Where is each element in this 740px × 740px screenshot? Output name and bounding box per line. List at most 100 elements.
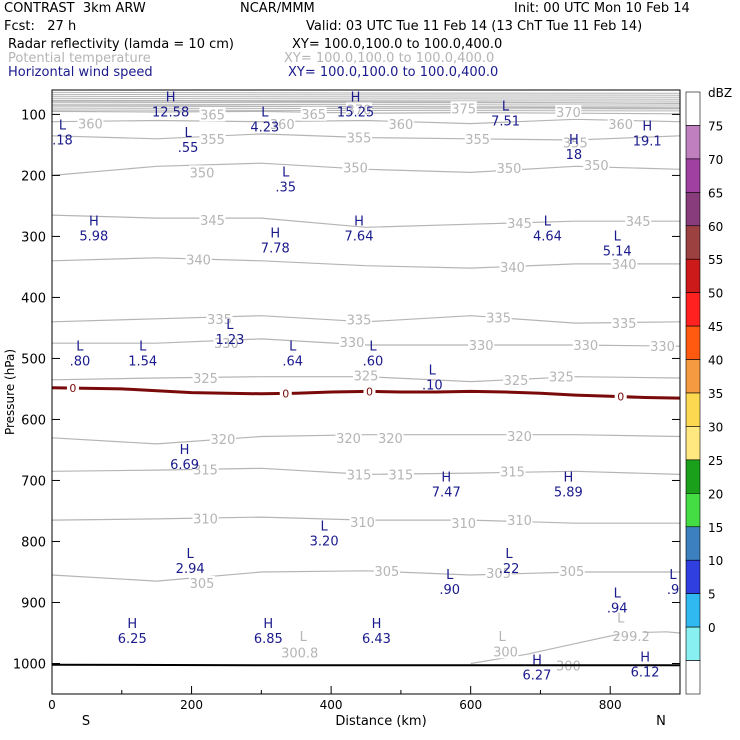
colorbar-swatch xyxy=(685,325,701,360)
wind-min-marker: L xyxy=(261,106,269,121)
x-tick-label: 800 xyxy=(599,698,622,712)
isentrope-label-bg xyxy=(192,511,219,526)
colorbar-level-label: 20 xyxy=(708,487,723,501)
wind-max-marker: H xyxy=(642,120,652,135)
isentrope-label-bg xyxy=(339,334,366,349)
colorbar-level-label: 10 xyxy=(708,554,723,568)
wind-value-label: 6.43 xyxy=(362,632,391,647)
isentrope-label-bg xyxy=(269,117,296,132)
isentrope-label: 310 xyxy=(350,516,375,531)
wind-min-marker: L xyxy=(187,547,195,562)
colorbar-swatch xyxy=(685,192,701,227)
isentrope-label-bg xyxy=(335,430,362,445)
wind-min-marker: L xyxy=(321,519,329,534)
y-tick-label: 500 xyxy=(21,352,46,367)
wind-min-marker: L xyxy=(614,586,622,601)
isentrope-340 xyxy=(52,257,680,269)
isentrope-label-bg xyxy=(286,645,313,660)
isentrope-label-bg xyxy=(185,252,212,267)
isentrope-label: 345 xyxy=(200,214,225,229)
plot-content: 360 365 360 365 370 360 375 370 360 355 355 355 355 3… xyxy=(52,90,680,684)
wind-value-label: .94 xyxy=(607,601,628,616)
isentrope-label-bg xyxy=(192,370,219,385)
colorbar-unit: dBZ xyxy=(708,86,732,100)
colorbar-level-label: 25 xyxy=(708,454,723,468)
isentrope-label-bg xyxy=(213,336,240,351)
isentrope-label-bg xyxy=(199,107,226,122)
isentrope-label: 375 xyxy=(451,102,476,117)
isentrope-label-bg xyxy=(618,629,645,644)
isentrope-label-bg xyxy=(558,563,585,578)
colorbar-swatch xyxy=(685,660,701,695)
isentrope-label-bg xyxy=(572,338,599,353)
wind-min-marker: L xyxy=(369,339,377,354)
isentrope-label-bg xyxy=(199,212,226,227)
colorbar-level-label: 65 xyxy=(708,186,723,200)
isentrope-label-bg xyxy=(346,312,373,327)
isentrope-label: 340 xyxy=(186,254,211,269)
wind-value-label: 6.12 xyxy=(631,665,660,680)
wind-max-marker: H xyxy=(89,214,99,229)
isentrope-label-bg xyxy=(450,101,477,116)
freezing-label-bg xyxy=(363,385,376,398)
colorbar-level-label: 35 xyxy=(708,387,723,401)
colorbar-level-label: 15 xyxy=(708,521,723,535)
colorbar-swatch xyxy=(685,626,701,661)
y-axis-title: Pressure (hPa) xyxy=(3,349,17,435)
y-tick-label: 600 xyxy=(21,413,46,428)
isentrope-label-bg xyxy=(625,214,652,229)
x-tick-label: 600 xyxy=(459,698,482,712)
freezing-level-label: 0 xyxy=(69,382,76,395)
isentrope-label-bg xyxy=(387,467,414,482)
isentrope-label: 350 xyxy=(190,166,215,181)
isentrope-label-bg xyxy=(496,161,523,176)
x-endpoint-right: N xyxy=(656,714,666,729)
colorbar-level-label: 55 xyxy=(708,253,723,267)
isentrope-upper-2 xyxy=(52,95,680,98)
wind-value-label: .80 xyxy=(70,354,91,369)
isentrope-label: 305 xyxy=(486,567,511,582)
wind-min-marker: L xyxy=(139,339,147,354)
isentrope-label-bg xyxy=(300,106,327,121)
isentrope-label: 370 xyxy=(556,106,581,121)
wind-max-marker: H xyxy=(640,650,650,665)
wind-max-marker: H xyxy=(532,654,542,669)
freezing-label-bg xyxy=(66,382,79,395)
wind-max-marker: H xyxy=(270,226,280,241)
isentrope-label-bg xyxy=(503,372,530,387)
isentrope-label-bg xyxy=(506,216,533,231)
wind-value-label: 6.85 xyxy=(254,632,283,647)
wind-max-marker: H xyxy=(263,617,273,632)
isentrope-label: 315 xyxy=(193,463,218,478)
isentrope-label: 320 xyxy=(211,433,236,448)
wind-value-label: 1.23 xyxy=(215,333,244,348)
x-axis-title: Distance (km) xyxy=(335,714,426,729)
isentrope-label-bg xyxy=(450,516,477,531)
plot-area: 360 365 360 365 370 360 375 370 360 355 355 355 355 3… xyxy=(52,90,680,684)
isentrope-label: 320 xyxy=(336,432,361,447)
isentrope-label-bg xyxy=(506,428,533,443)
wind-value-label: 15.25 xyxy=(337,105,374,120)
isentrope-360 xyxy=(52,118,680,125)
wind-value-label: .10 xyxy=(422,379,443,394)
wind-min-marker: L xyxy=(544,214,552,229)
isentrope-label: 360 xyxy=(270,118,295,133)
isentrope-label: 350 xyxy=(584,159,609,174)
wind-min-marker: L xyxy=(669,568,677,583)
wind-value-label: 7.64 xyxy=(345,229,374,244)
colorbar-level-label: 70 xyxy=(708,153,723,167)
isentrope-label: 310 xyxy=(507,514,532,529)
wind-value-label: 6.25 xyxy=(118,632,147,647)
isentrope-label: 350 xyxy=(343,161,368,176)
isentrope-label-bg xyxy=(506,513,533,528)
isentrope-label-bg xyxy=(209,431,236,446)
colorbar-swatch xyxy=(685,158,701,193)
isentrope-label: 355 xyxy=(200,133,225,148)
isentrope-label: 300 xyxy=(556,659,581,674)
wind-value-label: 4.64 xyxy=(533,229,562,244)
isentrope-label-bg xyxy=(468,338,495,353)
colorbar-level-label: 40 xyxy=(708,354,723,368)
isentrope-label: 310 xyxy=(193,512,218,527)
wind-value-label: .64 xyxy=(282,354,303,369)
